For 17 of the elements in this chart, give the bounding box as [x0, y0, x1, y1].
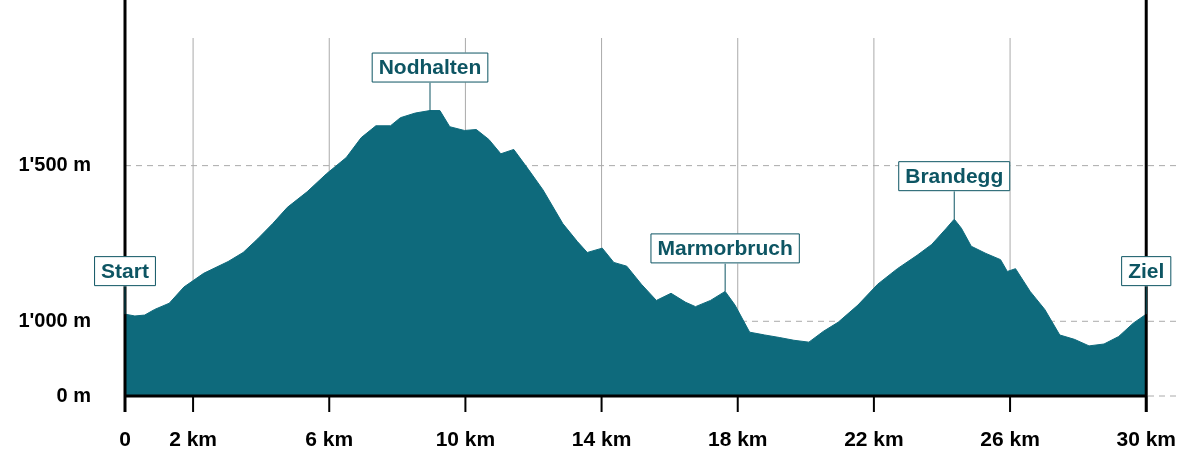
x-tick-label: 2 km: [169, 427, 218, 451]
annotation: Start: [101, 258, 149, 282]
x-tick-label: 10 km: [435, 427, 496, 451]
annotation: Marmorbruch: [657, 236, 793, 260]
x-tick-label: 30 km: [1116, 427, 1176, 451]
y-tick-label: 0 m: [56, 383, 91, 406]
annotation: Brandegg: [905, 163, 1004, 187]
x-tick-label: 14 km: [571, 427, 632, 451]
x-tick-label: 0: [119, 427, 131, 451]
x-tick-label: 6 km: [305, 427, 354, 451]
x-tick-label: 22 km: [844, 427, 904, 451]
annotation: Nodhalten: [378, 55, 482, 79]
y-tick-label: 1'000 m: [18, 308, 91, 331]
x-tick-label: 26 km: [980, 427, 1040, 451]
annotation: Ziel: [1128, 258, 1165, 282]
x-tick-label: 18 km: [707, 427, 768, 451]
y-tick-label: 1'500 m: [18, 153, 91, 176]
